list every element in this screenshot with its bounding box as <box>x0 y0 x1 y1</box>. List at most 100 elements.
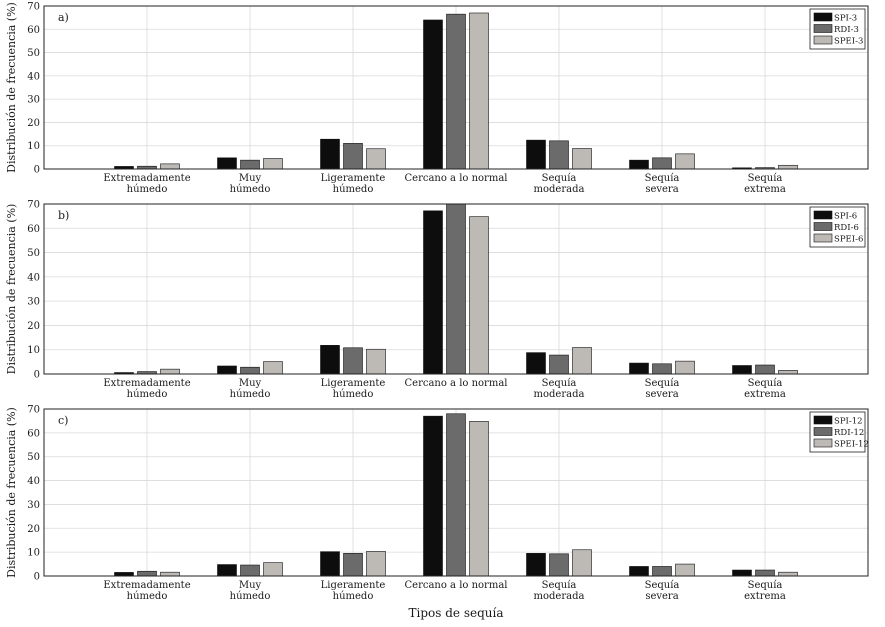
y-axis-title: Distribución de frecuencia (%) <box>5 204 18 375</box>
y-tick-label: 70 <box>27 200 40 211</box>
plot-frame <box>43 408 869 577</box>
y-tick-label: 30 <box>27 95 40 106</box>
bar-spei-3 <box>366 148 386 170</box>
bar-spi-3 <box>320 138 340 170</box>
bar-rdi-6 <box>343 347 363 375</box>
y-tick-label: 30 <box>27 500 40 511</box>
panel-label: a) <box>58 11 69 24</box>
bar-spei-3 <box>675 153 695 170</box>
y-tick-label: 60 <box>27 428 40 439</box>
bar-spei-3 <box>469 12 489 170</box>
x-axis-title: Tipos de sequía <box>409 606 504 620</box>
bar-spi-3 <box>423 19 443 170</box>
bar-spi-12 <box>732 569 752 577</box>
legend-swatch <box>813 233 833 243</box>
bar-spi-6 <box>526 352 546 375</box>
y-tick-label: 20 <box>27 321 40 332</box>
y-tick-label: 70 <box>27 405 40 416</box>
x-tick-label: húmedo <box>333 389 374 400</box>
legend-swatch <box>813 415 833 425</box>
bar-spi-6 <box>629 362 649 375</box>
legend-entry: SPI-6 <box>834 212 857 222</box>
x-tick-label: húmedo <box>333 591 374 602</box>
legend-entry: SPI-3 <box>834 14 857 24</box>
bar-rdi-3 <box>240 159 260 170</box>
legend-swatch <box>813 24 833 33</box>
y-tick-label: 0 <box>34 572 40 583</box>
legend-swatch <box>813 12 833 22</box>
bar-spi-3 <box>217 157 237 170</box>
x-tick-label: Sequía <box>542 173 577 184</box>
bar-spi-12 <box>423 415 443 577</box>
bar-spei-12 <box>160 571 180 577</box>
bar-rdi-12 <box>755 569 775 577</box>
bar-rdi-6 <box>446 203 466 375</box>
x-tick-label: Muy <box>239 580 262 591</box>
legend-entry: SPEI-12 <box>834 440 869 450</box>
bar-spi-12 <box>217 564 237 577</box>
legend-entry: SPEI-3 <box>834 37 863 47</box>
bar-spei-3 <box>263 158 283 170</box>
legend-entry: SPI-12 <box>834 417 863 427</box>
y-tick-label: 0 <box>34 165 40 176</box>
x-tick-label: moderada <box>534 389 585 400</box>
legend-swatch <box>813 210 833 220</box>
bar-rdi-3 <box>446 13 466 170</box>
x-tick-label: Cercano a lo normal <box>405 173 508 184</box>
bar-rdi-12 <box>137 570 157 577</box>
bar-spei-3 <box>778 164 798 170</box>
bar-rdi-12 <box>549 553 569 577</box>
panel-label: c) <box>58 414 68 427</box>
y-tick-label: 40 <box>27 272 40 283</box>
y-axis-title: Distribución de frecuencia (%) <box>5 407 18 578</box>
x-tick-label: Extremadamente <box>103 173 190 184</box>
x-tick-label: húmedo <box>230 184 271 195</box>
plot-frame <box>43 5 869 170</box>
legend-entry: SPEI-6 <box>834 235 863 245</box>
bar-spi-3 <box>629 159 649 170</box>
y-tick-label: 70 <box>27 2 40 13</box>
bar-spei-6 <box>160 368 180 375</box>
bar-spei-6 <box>366 348 386 375</box>
x-tick-label: Sequía <box>645 580 680 591</box>
bar-spi-12 <box>320 551 340 577</box>
bar-rdi-6 <box>549 354 569 375</box>
y-tick-label: 40 <box>27 476 40 487</box>
bar-rdi-12 <box>652 566 672 577</box>
y-tick-label: 20 <box>27 118 40 129</box>
x-tick-label: Ligeramente <box>321 173 386 184</box>
plot-frame <box>43 203 869 375</box>
x-tick-label: Extremadamente <box>103 378 190 389</box>
bar-rdi-6 <box>652 363 672 375</box>
y-tick-label: 10 <box>27 345 40 356</box>
y-tick-label: 50 <box>27 48 40 59</box>
bar-spi-6 <box>423 210 443 375</box>
bar-spei-6 <box>469 216 489 375</box>
x-tick-label: Sequía <box>748 580 783 591</box>
bar-rdi-6 <box>755 364 775 375</box>
bar-rdi-12 <box>446 413 466 577</box>
y-tick-label: 10 <box>27 548 40 559</box>
legend-entry: RDI-6 <box>834 223 859 233</box>
legend-swatch <box>813 35 833 45</box>
x-tick-label: Muy <box>239 173 262 184</box>
bar-rdi-3 <box>549 140 569 170</box>
legend-swatch <box>813 438 833 448</box>
y-tick-label: 50 <box>27 452 40 463</box>
bar-rdi-6 <box>240 366 260 375</box>
x-tick-label: severa <box>645 591 678 602</box>
x-tick-label: Sequía <box>748 173 783 184</box>
x-tick-label: húmedo <box>127 591 168 602</box>
x-tick-label: severa <box>645 389 678 400</box>
legend-entry: RDI-3 <box>834 25 859 35</box>
bar-spei-12 <box>366 551 386 577</box>
bar-rdi-12 <box>240 564 260 577</box>
bar-spei-6 <box>572 347 592 375</box>
bar-spei-3 <box>572 148 592 170</box>
legend-swatch <box>813 222 833 231</box>
bar-spi-12 <box>114 572 134 577</box>
x-tick-label: extrema <box>744 184 786 195</box>
x-tick-label: húmedo <box>230 591 271 602</box>
bar-spei-6 <box>263 361 283 375</box>
y-tick-label: 40 <box>27 71 40 82</box>
